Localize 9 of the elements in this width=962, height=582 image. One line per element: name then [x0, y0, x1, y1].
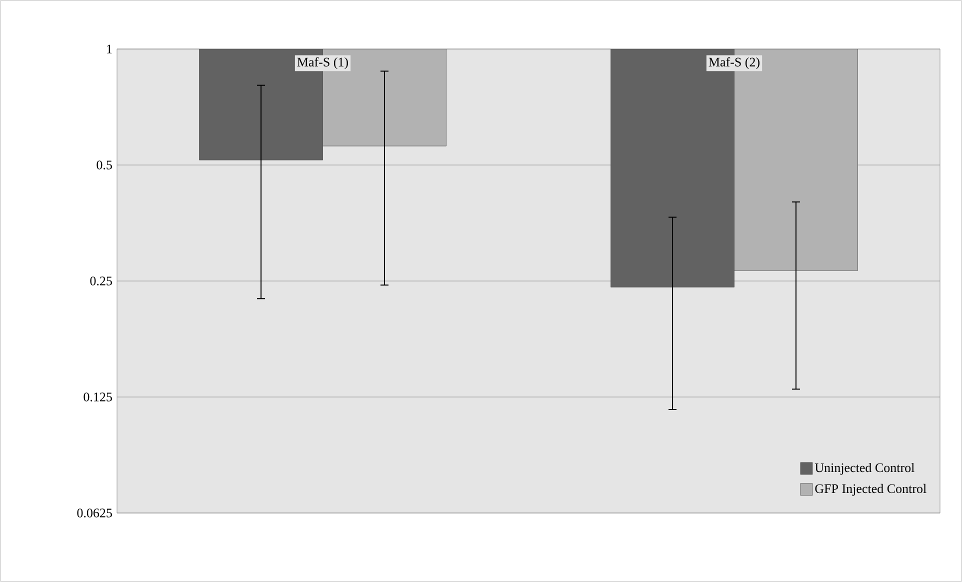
y-tick-label: 1: [107, 44, 112, 54]
x-tick-label: Maf-S (1): [297, 57, 348, 70]
y-tick-label: 0.25: [90, 276, 112, 286]
y-tick-label: 0.125: [84, 392, 112, 402]
y-tick-label: 0.0625: [77, 508, 112, 518]
legend-label: GFP Injected Control: [815, 484, 926, 496]
y-tick-label: 0.5: [96, 160, 112, 170]
x-tick-label: Maf-S (2): [708, 57, 760, 70]
legend-label: Uninjected Control: [814, 462, 914, 475]
